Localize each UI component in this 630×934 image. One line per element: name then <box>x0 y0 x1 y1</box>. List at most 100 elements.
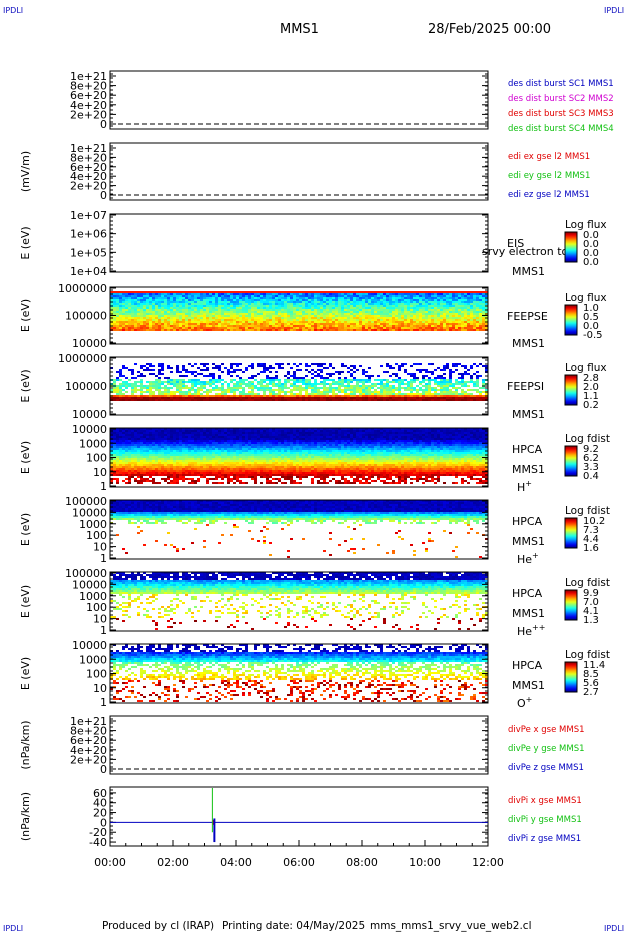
spectrogram-cell <box>272 309 275 311</box>
overlay-label: srvy electron to <box>482 245 569 258</box>
spectrogram-cell <box>230 293 233 295</box>
spectrogram-cell <box>482 297 485 299</box>
spectrogram-cell <box>191 311 194 313</box>
spectrogram-cell <box>179 430 182 432</box>
spectrogram-cell <box>191 432 194 434</box>
spectrogram-cell <box>260 291 263 293</box>
spectrogram-cell <box>374 301 377 303</box>
spectrogram-cell <box>230 375 233 377</box>
spectrogram-cell <box>161 319 164 321</box>
spectrogram-cell <box>371 399 374 401</box>
spectrogram-cell <box>410 301 413 303</box>
spectrogram-cell <box>446 393 449 395</box>
spectrogram-cell <box>359 299 362 301</box>
spectrogram-cell <box>284 299 287 301</box>
spectrogram-cell <box>269 387 272 389</box>
spectrogram-cell <box>398 399 401 401</box>
spectrogram-cell <box>266 301 269 303</box>
spectrogram-cell <box>392 317 395 319</box>
spectrogram-cell <box>125 456 128 458</box>
spectrogram-cell <box>230 397 233 399</box>
spectrogram-cell <box>248 295 251 297</box>
spectrogram-cell <box>170 444 173 446</box>
spectrogram-cell <box>473 383 476 385</box>
spectrogram-cell <box>440 397 443 399</box>
spectrogram-cell <box>158 319 161 321</box>
spectrogram-cell <box>221 309 224 311</box>
spectrogram-cell <box>158 460 161 462</box>
spectrogram-cell <box>254 305 257 307</box>
spectrogram-cell <box>134 325 137 327</box>
spectrogram-cell <box>335 393 338 395</box>
spectrogram-cell <box>131 450 134 452</box>
spectrogram-cell <box>143 325 146 327</box>
spectrogram-cell <box>146 448 149 450</box>
spectrogram-cell <box>218 393 221 395</box>
spectrogram-cell <box>392 301 395 303</box>
spectrogram-cell <box>245 295 248 297</box>
spectrogram-cell <box>143 299 146 301</box>
spectrogram-cell <box>404 293 407 295</box>
spectrogram-cell <box>116 293 119 295</box>
spectrogram-cell <box>401 321 404 323</box>
spectrogram-cell <box>137 385 140 387</box>
spectrogram-cell <box>218 291 221 293</box>
spectrogram-cell <box>329 325 332 327</box>
spectrogram-cell <box>197 379 200 381</box>
spectrogram-cell <box>122 472 125 474</box>
spectrogram-cell <box>368 325 371 327</box>
spectrogram-cell <box>236 395 239 397</box>
spectrogram-cell <box>335 305 338 307</box>
spectrogram-cell <box>191 428 194 430</box>
spectrogram-cell <box>437 395 440 397</box>
spectrogram-cell <box>134 480 137 482</box>
spectrogram-cell <box>128 323 131 325</box>
spectrogram-cell <box>386 393 389 395</box>
spectrogram-cell <box>149 464 152 466</box>
spectrogram-cell <box>470 297 473 299</box>
spectrogram-cell <box>284 307 287 309</box>
spectrogram-cell <box>350 291 353 293</box>
spectrogram-cell <box>146 480 149 482</box>
spectrogram-cell <box>434 299 437 301</box>
spectrogram-cell <box>392 297 395 299</box>
spectrogram-cell <box>407 395 410 397</box>
spectrogram-cell <box>113 309 116 311</box>
spectrogram-cell <box>308 297 311 299</box>
spectrogram-cell <box>290 301 293 303</box>
spectrogram-cell <box>110 323 113 325</box>
spectrogram-cell <box>386 397 389 399</box>
spectrogram-cell <box>212 321 215 323</box>
spectrogram-cell <box>260 379 263 381</box>
spectrogram-cell <box>413 363 416 365</box>
spectrogram-cell <box>263 319 266 321</box>
spectrogram-cell <box>200 297 203 299</box>
spectrogram-cell <box>161 456 164 458</box>
spectrogram-cell <box>236 387 239 389</box>
legend-entry: des dist burst SC4 MMS4 <box>508 124 614 134</box>
spectrogram-cell <box>263 295 266 297</box>
spectrogram-cell <box>203 305 206 307</box>
spectrogram-cell <box>227 301 230 303</box>
spectrogram-cell <box>440 377 443 379</box>
spectrogram-cell <box>437 329 440 331</box>
spectrogram-cell <box>173 456 176 458</box>
spectrogram-cell <box>272 391 275 393</box>
colorbar <box>564 374 578 406</box>
spectrogram-cell <box>314 389 317 391</box>
spectrogram-cell <box>323 395 326 397</box>
spectrogram-cell <box>110 460 113 462</box>
spectrogram-cell <box>239 297 242 299</box>
spectrogram-cell <box>149 450 152 452</box>
spectrogram-cell <box>404 397 407 399</box>
spectrogram-cell <box>269 291 272 293</box>
spectrogram-cell <box>176 466 179 468</box>
spectrogram-cell <box>335 371 338 373</box>
spectrogram-cell <box>302 329 305 331</box>
spectrogram-cell <box>293 385 296 387</box>
spectrogram-cell <box>317 325 320 327</box>
spectrogram-cell <box>296 393 299 395</box>
spectrogram-cell <box>116 454 119 456</box>
spectrogram-cell <box>209 295 212 297</box>
spectrogram-cell <box>176 329 179 331</box>
